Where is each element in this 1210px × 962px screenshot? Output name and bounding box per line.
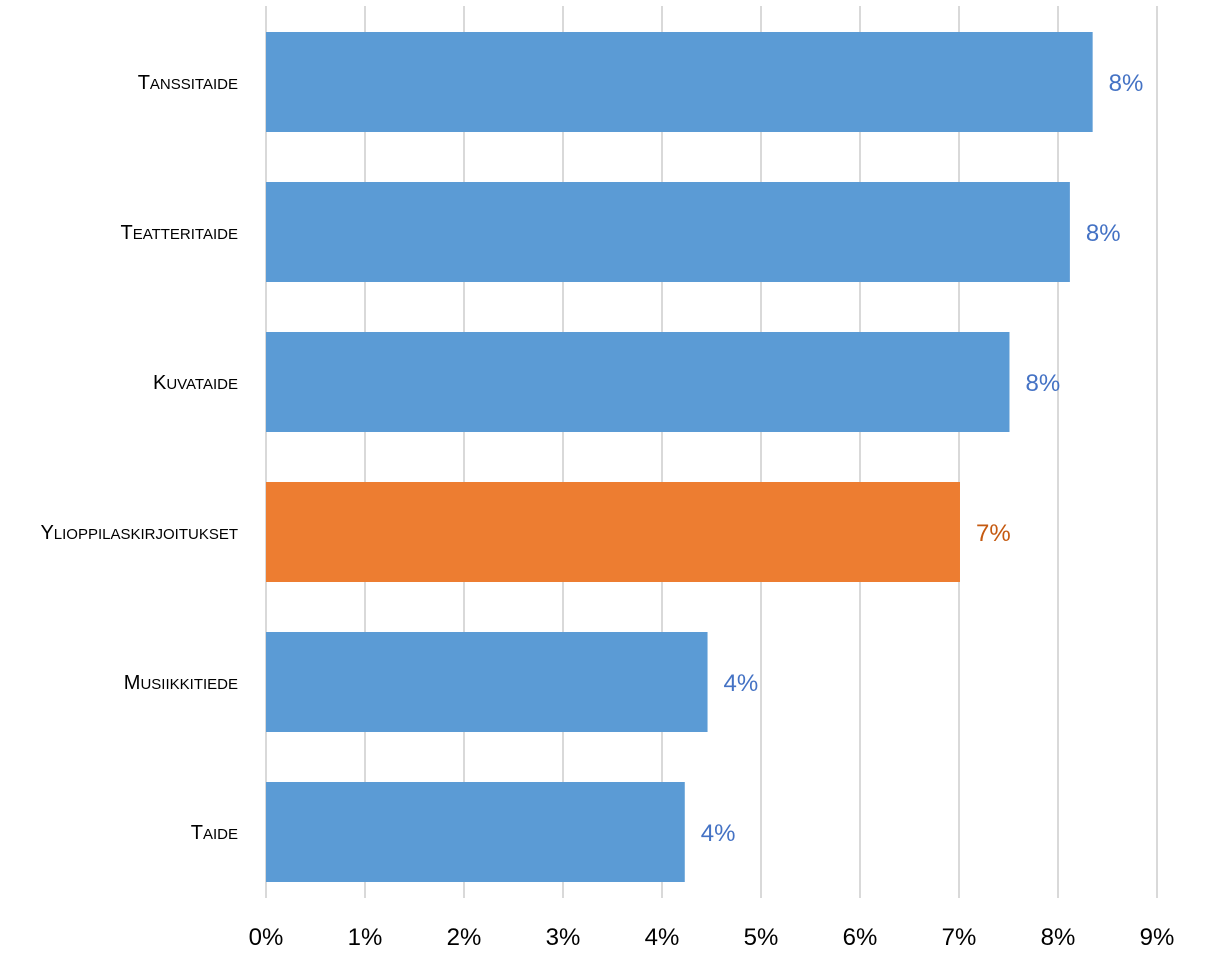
category-label: TEATTERITAIDE [120, 222, 238, 244]
x-tick-label: 8% [1041, 924, 1076, 951]
bar [266, 632, 708, 732]
x-tick-label: 9% [1140, 924, 1175, 951]
bar [266, 182, 1070, 282]
bar [266, 782, 685, 882]
category-label: TAIDE [191, 822, 238, 844]
bar [266, 482, 960, 582]
category-label: YLIOPPILASKIRJOITUKSET [40, 522, 238, 544]
x-tick-label: 7% [942, 924, 977, 951]
x-tick-label: 5% [744, 924, 779, 951]
gridlines [265, 6, 1158, 898]
category-label: KUVATAIDE [153, 372, 238, 394]
category-labels: TANSSITAIDE TEATTERITAIDE KUVATAIDE YLIOPPI… [40, 72, 238, 844]
data-label: 8% [1086, 220, 1121, 247]
bar [266, 32, 1093, 132]
bar [266, 332, 1010, 432]
x-tick-label: 4% [645, 924, 680, 951]
data-label: 4% [724, 670, 759, 697]
data-label: 8% [1025, 370, 1060, 397]
data-label: 7% [976, 520, 1011, 547]
x-tick-label: 2% [447, 924, 482, 951]
x-tick-label: 1% [348, 924, 383, 951]
bars [266, 32, 1093, 882]
x-axis-tick-labels: 0% 1% 2% 3% 4% 5% 6% 7% 8% 9% [249, 924, 1175, 951]
x-tick-label: 0% [249, 924, 284, 951]
data-label: 4% [701, 820, 736, 847]
x-tick-label: 6% [843, 924, 878, 951]
category-label: TANSSITAIDE [138, 72, 238, 94]
x-tick-label: 3% [546, 924, 581, 951]
data-labels: 8% 8% 8% 7% 4% 4% [701, 70, 1144, 847]
data-label: 8% [1109, 70, 1144, 97]
category-label: MUSIIKKITIEDE [124, 672, 238, 694]
